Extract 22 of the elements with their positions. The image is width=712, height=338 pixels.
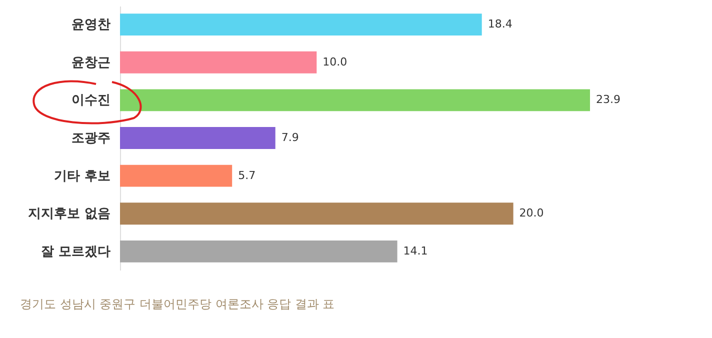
y-tick-label: 잘 모르겠다 [40, 244, 110, 260]
y-tick-label: 윤창근 [72, 55, 110, 70]
bar [120, 14, 482, 36]
y-tick-label: 이수진 [72, 93, 110, 108]
data-label: 10.0 [322, 55, 348, 68]
data-label: 7.9 [281, 131, 299, 144]
bar [120, 164, 232, 187]
bar [120, 202, 514, 225]
data-label: 20.0 [519, 206, 544, 220]
bar [120, 51, 317, 74]
data-label: 23.9 [596, 93, 620, 106]
bar [120, 127, 276, 149]
y-tick-label: 지지후보 없음 [28, 206, 110, 222]
bar [120, 240, 398, 262]
data-label: 5.7 [238, 168, 256, 182]
text: 경기도 성남시 중원구 더불어민주당 여론조사 응답 결과 표 [20, 296, 335, 313]
y-tick-label: 윤영찬 [72, 18, 110, 33]
bar [120, 89, 590, 112]
y-tick-label: 조광주 [72, 131, 110, 146]
data-label: 14.1 [403, 244, 428, 258]
y-tick-label: 기타 후보 [54, 168, 110, 184]
data-label: 18.4 [488, 18, 512, 31]
